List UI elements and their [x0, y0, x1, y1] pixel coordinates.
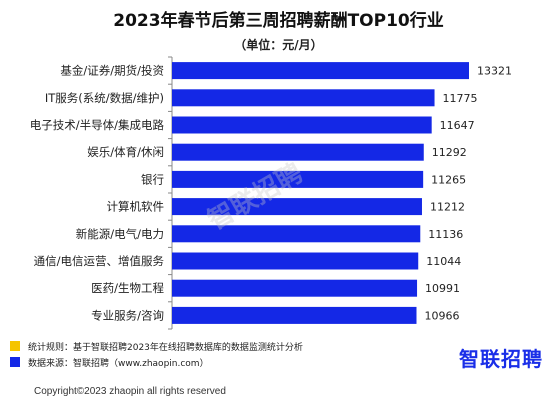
value-label: 11292: [432, 146, 467, 159]
category-label: 专业服务/咨询: [91, 308, 164, 322]
note-source-marker: [10, 357, 20, 367]
chart-title: 2023年春节后第三周招聘薪酬TOP10行业: [113, 11, 444, 31]
note-rule-marker: [10, 341, 20, 351]
value-label: 13321: [477, 65, 512, 78]
category-label: 新能源/电气/电力: [76, 227, 164, 241]
category-label: 电子技术/半导体/集成电路: [30, 118, 165, 132]
category-label: IT服务(系统/数据/维护): [45, 91, 164, 105]
bar: [172, 143, 424, 161]
category-label: 基金/证券/期货/投资: [60, 64, 164, 78]
bar: [172, 252, 419, 270]
zhaopin-logo: 智联招聘: [459, 347, 543, 371]
chart-subtitle: （单位：元/月）: [234, 38, 323, 52]
bar: [172, 198, 422, 216]
value-label: 11044: [426, 255, 461, 268]
note-source: 数据来源：智联招聘（www.zhaopin.com）: [10, 354, 303, 370]
footnotes: 统计规则：基于智联招聘2023年在线招聘数据库的数据监测统计分析 数据来源：智联…: [10, 338, 303, 370]
value-label: 11212: [430, 201, 465, 214]
copyright-text: Copyright©2023 zhaopin all rights reserv…: [34, 386, 226, 397]
category-label: 计算机软件: [107, 200, 165, 214]
category-label: 医药/生物工程: [91, 281, 164, 295]
bar-chart: 基金/证券/期货/投资 13321 IT服务(系统/数据/维护) 11775 电子技术/…: [30, 56, 512, 330]
note-source-text: 数据来源：智联招聘（www.zhaopin.com）: [28, 358, 209, 369]
value-label: 10966: [424, 309, 459, 322]
bar: [172, 225, 421, 243]
value-label: 11647: [440, 119, 475, 132]
value-label: 11136: [428, 228, 463, 241]
value-label: 11775: [443, 92, 478, 105]
value-label: 10991: [425, 282, 460, 295]
bar: [172, 62, 469, 80]
note-rule: 统计规则：基于智联招聘2023年在线招聘数据库的数据监测统计分析: [10, 338, 303, 354]
value-label: 11265: [431, 173, 466, 186]
bar: [172, 89, 435, 107]
note-rule-text: 统计规则：基于智联招聘2023年在线招聘数据库的数据监测统计分析: [28, 342, 303, 353]
bar: [172, 279, 418, 297]
bar: [172, 170, 424, 188]
bar: [172, 306, 417, 324]
category-label: 娱乐/体育/休闲: [87, 145, 164, 159]
bar: [172, 116, 432, 134]
category-label: 通信/电信运营、增值服务: [34, 254, 165, 268]
category-label: 银行: [141, 172, 164, 186]
